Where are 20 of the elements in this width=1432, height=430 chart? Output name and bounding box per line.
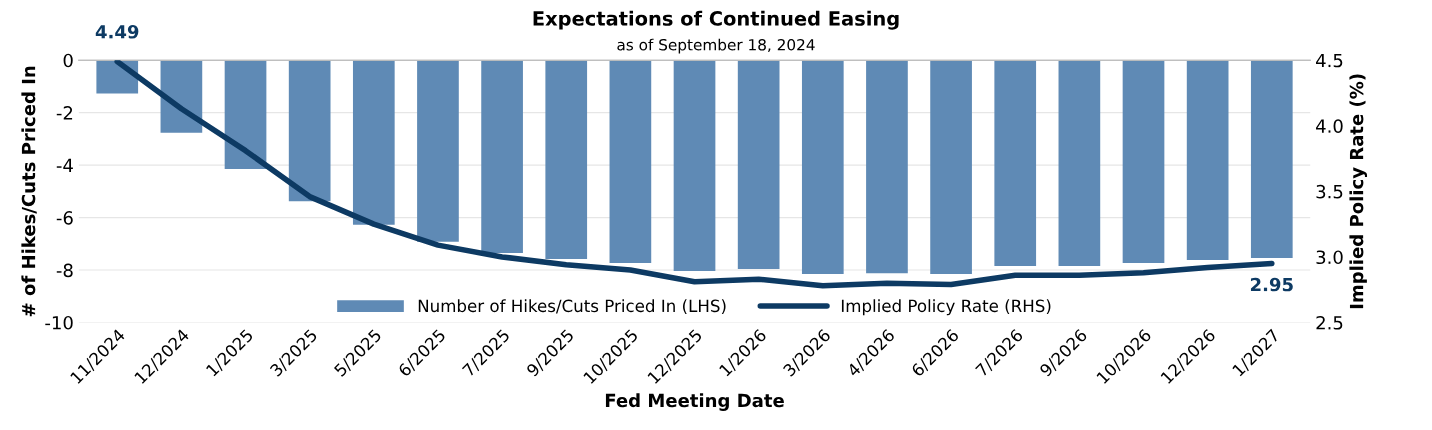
y-axis-title: # of Hikes/Cuts Priced In bbox=[21, 66, 37, 317]
y-tick-label: -2 bbox=[56, 106, 73, 120]
y2-tick-label: 2.5 bbox=[1316, 315, 1343, 330]
legend-label: Number of Hikes/Cuts Priced In (LHS) bbox=[418, 299, 726, 315]
data-label: 2.95 bbox=[1250, 277, 1293, 292]
y-tick-label: 0 bbox=[63, 53, 73, 68]
y2-tick-label: 4.0 bbox=[1316, 119, 1343, 133]
x-axis-title: Fed Meeting Date bbox=[605, 393, 784, 411]
legend-label: Implied Policy Rate (RHS) bbox=[841, 299, 1051, 316]
y-tick-label: -10 bbox=[45, 315, 73, 330]
y2-axis-title: Implied Policy Rate (%) bbox=[1349, 74, 1368, 309]
y2-tick-label: 3.5 bbox=[1316, 184, 1343, 199]
y-tick-label: -8 bbox=[56, 263, 73, 278]
y-tick-label: -6 bbox=[56, 211, 73, 225]
y2-tick-label: 4.5 bbox=[1316, 53, 1343, 68]
y-tick-label: -4 bbox=[56, 158, 73, 172]
data-label: 4.49 bbox=[95, 24, 139, 39]
chart-subtitle: as of September 18, 2024 bbox=[617, 38, 815, 54]
chart-title: Expectations of Continued Easing bbox=[533, 10, 899, 30]
y2-tick-label: 3.0 bbox=[1316, 250, 1343, 265]
